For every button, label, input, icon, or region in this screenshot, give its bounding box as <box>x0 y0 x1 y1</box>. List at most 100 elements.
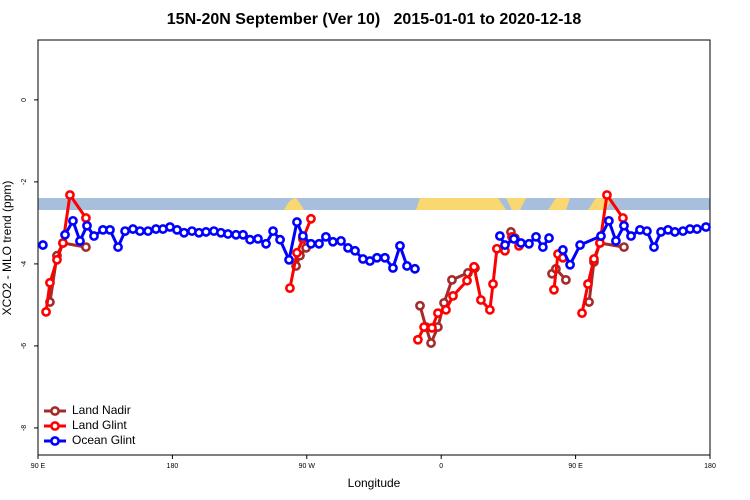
data-point <box>565 259 575 270</box>
data-point <box>306 213 316 224</box>
data-point <box>492 243 502 254</box>
data-point <box>81 213 91 223</box>
data-point <box>500 240 510 250</box>
data-point <box>261 238 271 249</box>
data-point <box>105 224 115 235</box>
data-point <box>89 231 99 241</box>
data-point <box>589 254 599 264</box>
data-point <box>395 240 405 251</box>
x-tick-label: 180 <box>167 463 179 470</box>
data-point <box>298 231 308 241</box>
land-patch <box>548 198 570 210</box>
data-point <box>584 297 594 307</box>
data-point <box>245 234 255 245</box>
surface-strip <box>38 198 710 210</box>
data-point <box>60 229 70 240</box>
x-axis-label: Longitude <box>348 476 401 490</box>
data-point <box>626 231 636 241</box>
data-point <box>649 242 659 252</box>
data-point <box>81 242 91 252</box>
data-point <box>82 220 92 231</box>
data-point <box>415 300 425 311</box>
data-point <box>426 338 436 348</box>
plot-frame <box>37 39 711 456</box>
data-point <box>619 242 629 252</box>
data-point <box>602 190 612 200</box>
data-point <box>143 226 153 236</box>
x-tick-label: 0 <box>439 463 443 470</box>
data-point <box>314 238 324 249</box>
data-point <box>350 245 360 256</box>
chart-title: 15N-20N September (Ver 10) 2015-01-01 to… <box>167 11 582 28</box>
data-point <box>692 224 702 234</box>
data-point <box>494 231 505 241</box>
data-point <box>524 238 534 249</box>
data-point <box>469 261 479 272</box>
x-tick-label: 180 <box>704 463 716 470</box>
data-point <box>549 284 559 295</box>
data-point <box>604 215 614 226</box>
legend-marker <box>50 436 60 446</box>
legend-label: Land Glint <box>72 418 127 432</box>
y-tick-label: -6 <box>21 343 28 349</box>
legend-marker <box>50 406 60 416</box>
series-line <box>44 193 625 341</box>
data-point <box>560 274 571 285</box>
y-axis-label: XCO2 - MLO trend (ppm) <box>0 181 14 316</box>
data-point <box>410 263 420 274</box>
data-point <box>223 229 233 239</box>
data-point <box>642 226 652 236</box>
y-tick-label: -8 <box>21 425 28 431</box>
data-point <box>577 308 587 319</box>
data-point <box>611 236 621 246</box>
data-point <box>336 236 346 246</box>
data-point <box>284 254 294 265</box>
data-point <box>45 277 55 288</box>
data-point <box>38 240 48 250</box>
data-point <box>462 275 472 286</box>
y-tick-label: 0 <box>21 98 28 102</box>
data-point <box>113 242 123 252</box>
data-point <box>328 236 338 247</box>
data-point <box>531 231 541 242</box>
data-point <box>65 190 75 200</box>
data-point <box>619 220 629 231</box>
data-point <box>68 215 78 226</box>
x-tick-label: 90 W <box>299 463 316 470</box>
data-point <box>372 252 382 263</box>
data-point <box>575 240 585 250</box>
data-point <box>52 254 62 265</box>
legend-label: Ocean Glint <box>72 433 136 447</box>
data-point <box>41 306 51 317</box>
legend-marker <box>50 421 60 431</box>
data-point <box>58 238 68 248</box>
legend-label: Land Nadir <box>72 403 131 417</box>
data-point <box>268 226 278 236</box>
data-point <box>427 322 437 333</box>
data-point <box>292 247 302 258</box>
data-point <box>402 261 412 271</box>
data-point <box>201 227 211 237</box>
data-point <box>447 274 457 285</box>
data-point <box>448 290 458 301</box>
x-tick-label: 90 E <box>568 463 583 470</box>
data-point <box>380 252 390 263</box>
data-point <box>419 322 429 332</box>
data-point <box>253 233 263 244</box>
data-point <box>388 263 398 273</box>
y-tick-label: -2 <box>21 179 28 185</box>
land-patch <box>284 198 304 210</box>
data-point <box>441 304 451 315</box>
land-patch <box>506 198 526 210</box>
x-tick-label: 90 E <box>31 463 46 470</box>
data-point <box>476 295 486 305</box>
data-point <box>285 283 295 293</box>
ocean-band <box>38 198 710 210</box>
data-point <box>596 231 606 241</box>
series-line <box>48 231 625 345</box>
data-point <box>120 226 130 236</box>
data-point <box>75 236 85 246</box>
data-point <box>701 222 711 232</box>
data-point <box>238 229 248 240</box>
